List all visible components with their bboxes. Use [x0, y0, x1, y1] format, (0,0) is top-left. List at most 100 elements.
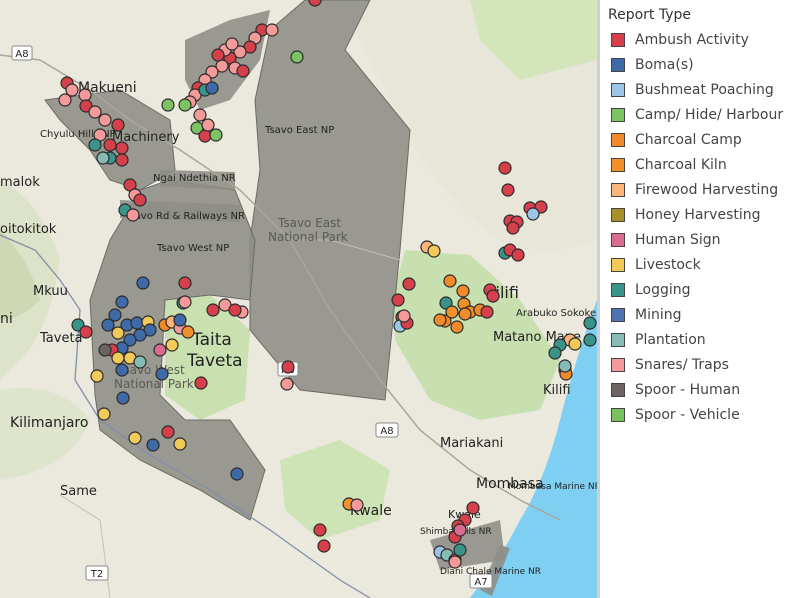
- report-marker[interactable]: [79, 325, 93, 339]
- legend-item[interactable]: Logging: [611, 280, 691, 300]
- report-marker[interactable]: [90, 369, 104, 383]
- report-marker[interactable]: [397, 309, 411, 323]
- report-marker[interactable]: [205, 81, 219, 95]
- report-marker[interactable]: [506, 221, 520, 235]
- report-marker[interactable]: [193, 108, 207, 122]
- report-marker[interactable]: [201, 118, 215, 132]
- report-marker[interactable]: [498, 161, 512, 175]
- report-marker[interactable]: [402, 277, 416, 291]
- legend-item[interactable]: Honey Harvesting: [611, 205, 761, 225]
- report-marker[interactable]: [111, 351, 125, 365]
- report-marker[interactable]: [88, 138, 102, 152]
- legend-item[interactable]: Spoor - Human: [611, 380, 740, 400]
- report-marker[interactable]: [153, 343, 167, 357]
- report-marker[interactable]: [448, 555, 462, 569]
- report-marker[interactable]: [198, 129, 212, 143]
- report-marker[interactable]: [115, 153, 129, 167]
- report-marker[interactable]: [453, 543, 467, 557]
- legend-item[interactable]: Ambush Activity: [611, 30, 749, 50]
- legend-item[interactable]: Boma(s): [611, 55, 694, 75]
- report-marker[interactable]: [453, 523, 467, 537]
- report-marker[interactable]: [313, 523, 327, 537]
- legend-item[interactable]: Spoor - Vehicle: [611, 405, 740, 425]
- report-marker[interactable]: [58, 93, 72, 107]
- legend-item[interactable]: Charcoal Kiln: [611, 155, 727, 175]
- legend-item[interactable]: Human Sign: [611, 230, 720, 250]
- report-marker[interactable]: [445, 305, 459, 319]
- legend-item[interactable]: Plantation: [611, 330, 706, 350]
- report-marker[interactable]: [178, 98, 192, 112]
- report-marker[interactable]: [511, 248, 525, 262]
- report-marker[interactable]: [78, 88, 92, 102]
- report-marker[interactable]: [88, 105, 102, 119]
- legend-item[interactable]: Bushmeat Poaching: [611, 80, 774, 100]
- report-marker[interactable]: [65, 83, 79, 97]
- report-marker[interactable]: [317, 539, 331, 553]
- legend-item[interactable]: Livestock: [611, 255, 701, 275]
- report-marker[interactable]: [126, 208, 140, 222]
- report-marker[interactable]: [178, 295, 192, 309]
- report-marker[interactable]: [115, 141, 129, 155]
- report-marker[interactable]: [427, 244, 441, 258]
- legend-item[interactable]: Snares/ Traps: [611, 355, 729, 375]
- report-marker[interactable]: [466, 501, 480, 515]
- report-marker[interactable]: [161, 425, 175, 439]
- report-marker[interactable]: [439, 296, 453, 310]
- report-marker[interactable]: [133, 193, 147, 207]
- report-marker[interactable]: [161, 98, 175, 112]
- report-marker[interactable]: [558, 359, 572, 373]
- report-marker[interactable]: [209, 128, 223, 142]
- report-marker[interactable]: [165, 338, 179, 352]
- report-marker[interactable]: [568, 337, 582, 351]
- report-marker[interactable]: [211, 48, 225, 62]
- report-marker[interactable]: [103, 138, 117, 152]
- report-marker[interactable]: [230, 467, 244, 481]
- report-marker[interactable]: [583, 333, 597, 347]
- report-marker[interactable]: [280, 377, 294, 391]
- report-marker[interactable]: [136, 276, 150, 290]
- legend-item[interactable]: Camp/ Hide/ Harbour: [611, 105, 783, 125]
- report-marker[interactable]: [155, 367, 169, 381]
- legend-item[interactable]: Charcoal Camp: [611, 130, 742, 150]
- report-marker[interactable]: [173, 313, 187, 327]
- report-marker[interactable]: [583, 316, 597, 330]
- report-marker[interactable]: [97, 407, 111, 421]
- report-marker[interactable]: [206, 303, 220, 317]
- report-marker[interactable]: [391, 293, 405, 307]
- report-marker[interactable]: [98, 113, 112, 127]
- report-marker[interactable]: [548, 346, 562, 360]
- report-marker[interactable]: [458, 307, 472, 321]
- report-marker[interactable]: [115, 363, 129, 377]
- report-marker[interactable]: [116, 391, 130, 405]
- report-marker[interactable]: [194, 376, 208, 390]
- map-view[interactable]: A8 A8 A8 T2 A7 Makueni Chyulu Hills NP M…: [0, 0, 597, 598]
- report-marker[interactable]: [350, 498, 364, 512]
- report-marker[interactable]: [228, 303, 242, 317]
- report-marker[interactable]: [486, 289, 500, 303]
- report-marker[interactable]: [308, 0, 322, 7]
- report-marker[interactable]: [173, 437, 187, 451]
- map-canvas[interactable]: A8 A8 A8 T2 A7 Makueni Chyulu Hills NP M…: [0, 0, 597, 598]
- panel-divider[interactable]: [597, 0, 600, 598]
- report-marker[interactable]: [108, 308, 122, 322]
- report-marker[interactable]: [181, 325, 195, 339]
- report-marker[interactable]: [115, 295, 129, 309]
- report-marker[interactable]: [443, 274, 457, 288]
- report-marker[interactable]: [79, 99, 93, 113]
- report-marker[interactable]: [133, 355, 147, 369]
- report-marker[interactable]: [96, 151, 110, 165]
- legend-item[interactable]: Mining: [611, 305, 682, 325]
- legend-item[interactable]: Firewood Harvesting: [611, 180, 778, 200]
- report-marker[interactable]: [236, 64, 250, 78]
- report-marker[interactable]: [98, 343, 112, 357]
- report-marker[interactable]: [501, 183, 515, 197]
- report-marker[interactable]: [123, 333, 137, 347]
- report-marker[interactable]: [225, 37, 239, 51]
- report-marker[interactable]: [450, 320, 464, 334]
- report-marker[interactable]: [456, 284, 470, 298]
- report-marker[interactable]: [101, 318, 115, 332]
- report-marker[interactable]: [290, 50, 304, 64]
- report-marker[interactable]: [233, 45, 247, 59]
- report-marker[interactable]: [480, 305, 494, 319]
- report-marker[interactable]: [433, 313, 447, 327]
